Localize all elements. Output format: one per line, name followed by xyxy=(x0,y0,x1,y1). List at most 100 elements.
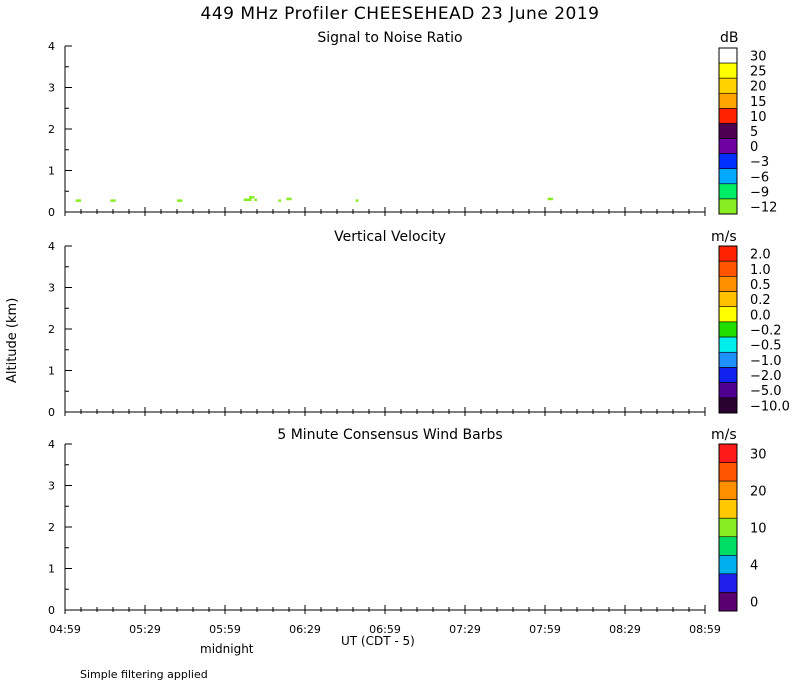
x-tick-label: 05:29 xyxy=(129,623,161,636)
colorbar-swatch xyxy=(718,123,738,139)
colorbar-label: 30 xyxy=(750,447,767,462)
footer-note: Simple filtering applied xyxy=(80,668,208,681)
colorbar-swatch xyxy=(718,573,738,593)
x-axis-label: UT (CDT - 5) xyxy=(341,634,415,648)
colorbar-swatch xyxy=(718,499,738,519)
y-tick-label: 1 xyxy=(48,365,55,378)
snr-panel-title: Signal to Noise Ratio xyxy=(317,30,463,46)
snr-echo xyxy=(254,198,257,202)
colorbar-label: −0.5 xyxy=(750,339,782,354)
colorbar-frame xyxy=(718,245,738,414)
colorbar-swatch xyxy=(718,276,738,292)
colorbar-frame xyxy=(718,443,738,612)
colorbar-swatch xyxy=(718,536,738,556)
y-tick-label: 1 xyxy=(48,563,55,576)
colorbar-swatch xyxy=(718,321,738,338)
colorbar-label: −3 xyxy=(750,155,769,170)
colorbar-swatch xyxy=(718,153,738,170)
wind-units: m/s xyxy=(711,427,737,443)
colorbar-label: 0 xyxy=(750,596,758,611)
y-tick-label: 4 xyxy=(48,240,55,253)
colorbar-swatch xyxy=(718,443,738,463)
colorbar-swatch xyxy=(718,397,738,414)
colorbar-swatch xyxy=(718,555,738,575)
colorbar-label: 0 xyxy=(750,140,758,155)
y-tick-label: 0 xyxy=(48,206,55,219)
snr-echo xyxy=(249,196,255,199)
colorbar-swatch xyxy=(718,62,738,79)
x-tick-label: 08:29 xyxy=(609,623,641,636)
y-tick-label: 2 xyxy=(48,521,55,534)
velocity-panel-title: Vertical Velocity xyxy=(334,229,446,245)
x-tick-label: 05:59 xyxy=(209,623,241,636)
midnight-label: midnight xyxy=(200,642,254,656)
snr-echo xyxy=(110,199,116,202)
colorbar-swatch xyxy=(718,462,738,482)
colorbar-swatch xyxy=(718,47,738,64)
colorbar-label: 10 xyxy=(750,110,767,125)
colorbar-swatch xyxy=(718,77,738,94)
snr-echo xyxy=(75,199,81,202)
colorbar-swatch xyxy=(718,517,738,538)
page-title: 449 MHz Profiler CHEESEHEAD 23 June 2019 xyxy=(200,4,600,24)
colorbar-label: 0.5 xyxy=(750,278,771,293)
x-tick-label: 07:59 xyxy=(529,623,561,636)
colorbar-label: 20 xyxy=(750,80,767,95)
colorbar-label: 0.0 xyxy=(750,308,771,323)
y-tick-label: 4 xyxy=(48,438,55,451)
colorbar-label: 1.0 xyxy=(750,263,771,278)
colorbar-label: 0.2 xyxy=(750,293,771,308)
snr-echo xyxy=(243,198,252,202)
snr-units: dB xyxy=(720,30,739,46)
snr-echo xyxy=(286,197,292,201)
colorbar-swatch xyxy=(718,108,738,124)
x-tick-label: 08:59 xyxy=(689,623,721,636)
colorbar-swatch xyxy=(718,198,738,215)
y-tick-label: 0 xyxy=(48,604,55,617)
colorbar-label: −5.0 xyxy=(750,384,782,399)
colorbar-swatch xyxy=(718,592,738,612)
colorbar-label: −9 xyxy=(750,185,769,200)
colorbar-swatch xyxy=(718,168,738,185)
wind-panel-title: 5 Minute Consensus Wind Barbs xyxy=(277,427,503,443)
colorbar-label: −12 xyxy=(750,200,777,215)
colorbar-label: 15 xyxy=(750,95,767,110)
y-tick-label: 2 xyxy=(48,123,55,136)
colorbar-swatch xyxy=(718,291,738,308)
colorbar-swatch xyxy=(718,183,738,200)
colorbar-swatch xyxy=(718,382,738,399)
colorbar-swatch xyxy=(718,245,738,262)
colorbar-label: −0.2 xyxy=(750,324,782,339)
y-tick-label: 3 xyxy=(48,480,55,493)
colorbar-swatch xyxy=(718,92,738,109)
colorbar-frame xyxy=(718,47,738,215)
snr-echo xyxy=(547,197,553,201)
colorbar-swatch xyxy=(718,138,738,154)
colorbar-label: 4 xyxy=(750,559,758,574)
x-tick-label: 07:29 xyxy=(449,623,481,636)
colorbar-label: 2.0 xyxy=(750,248,771,263)
x-tick-label: 06:29 xyxy=(289,623,321,636)
colorbar-label: 10 xyxy=(750,522,767,537)
y-tick-label: 4 xyxy=(48,40,55,53)
colorbar-swatch xyxy=(718,306,738,323)
y-tick-label: 3 xyxy=(48,82,55,95)
colorbar-label: 20 xyxy=(750,484,767,499)
colorbar-label: −6 xyxy=(750,170,769,185)
colorbar-label: 30 xyxy=(750,50,767,65)
snr-echo xyxy=(355,199,359,202)
colorbar-swatch xyxy=(718,367,738,383)
y-tick-label: 1 xyxy=(48,165,55,178)
colorbar-label: −1.0 xyxy=(750,354,782,369)
snr-echo xyxy=(278,199,281,202)
colorbar-label: 5 xyxy=(750,125,758,140)
y-tick-label: 3 xyxy=(48,282,55,295)
y-tick-label: 2 xyxy=(48,323,55,336)
colorbar-label: −2.0 xyxy=(750,369,782,384)
x-tick-label: 04:59 xyxy=(49,623,81,636)
velocity-units: m/s xyxy=(711,229,737,245)
colorbar-swatch xyxy=(718,336,738,353)
colorbar-label: −10.0 xyxy=(750,399,790,414)
colorbar-swatch xyxy=(718,480,738,500)
